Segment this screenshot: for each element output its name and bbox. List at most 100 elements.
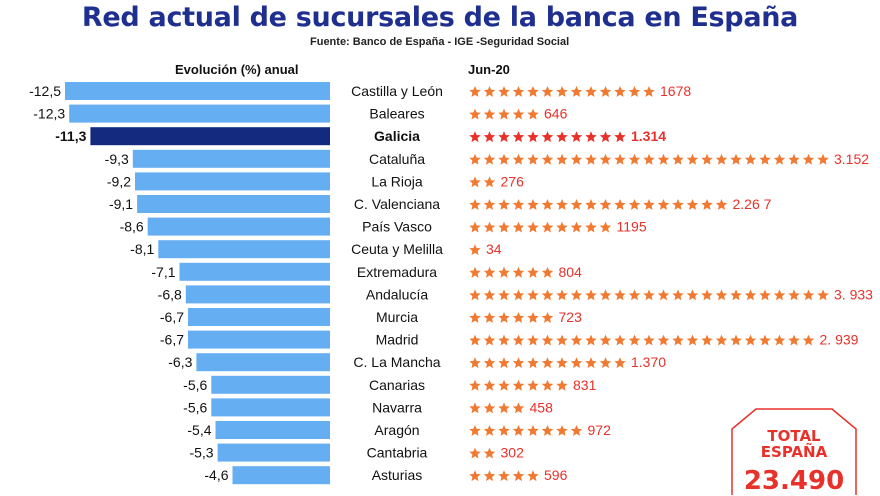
branch-star-icon <box>628 86 641 97</box>
bar-murcia <box>188 308 330 326</box>
chart-source: Fuente: Banco de España - IGE -Seguridad… <box>310 36 570 48</box>
branch-star-icon <box>512 334 525 346</box>
branch-count-label: 3.152 <box>834 151 869 167</box>
branch-star-icon <box>744 289 757 301</box>
bar-value-label: -9,1 <box>109 196 133 212</box>
branch-count-label: 2.26 7 <box>733 196 772 212</box>
branch-star-icon <box>715 199 728 210</box>
branch-star-icon <box>570 357 583 369</box>
total-title-line1: TOTAL <box>767 427 821 445</box>
branch-star-icon <box>483 131 496 143</box>
branch-star-icon <box>483 334 496 346</box>
bar-navarra <box>211 398 330 417</box>
bar-castilla-y-le-n <box>65 82 330 100</box>
branch-star-icon <box>599 131 612 143</box>
branch-star-icon <box>773 153 786 165</box>
branch-star-icon <box>541 199 554 210</box>
branch-count-label: 276 <box>501 173 525 189</box>
branch-star-icon <box>483 289 496 301</box>
branch-star-icon <box>498 312 510 323</box>
branch-star-icon <box>802 334 815 346</box>
branch-star-icon <box>469 131 481 143</box>
branch-star-icon <box>657 199 670 210</box>
bar-pa-s-vasco <box>147 217 330 236</box>
branch-star-icon <box>701 289 713 301</box>
branch-star-icon <box>628 334 641 346</box>
bar-c-la-mancha <box>196 353 330 372</box>
branch-count-label: 1.314 <box>631 128 666 144</box>
branch-count-label: 302 <box>501 445 525 461</box>
branch-star-icon <box>512 425 525 436</box>
region-label: Cantabria <box>367 445 428 461</box>
branch-star-icon <box>512 357 525 369</box>
branch-star-icon <box>759 153 771 165</box>
branch-star-icon <box>686 153 699 165</box>
branch-star-icon <box>802 289 815 301</box>
bar-baleares <box>69 104 330 123</box>
branch-star-icon <box>469 312 481 323</box>
bar-value-label: -5,6 <box>183 377 207 393</box>
branch-star-icon <box>498 470 510 482</box>
branch-star-icon <box>556 357 568 369</box>
branch-star-icon <box>744 334 757 346</box>
branch-star-icon <box>628 199 641 210</box>
bar-value-label: -5,6 <box>183 399 207 415</box>
bar-c-valenciana <box>137 195 330 213</box>
branch-star-icon <box>483 199 496 210</box>
branch-count-label: 458 <box>530 399 554 415</box>
branch-star-icon <box>527 266 539 278</box>
branch-star-icon <box>512 221 525 233</box>
branch-star-icon <box>498 334 510 346</box>
branch-star-icon <box>483 379 496 391</box>
branch-star-icon <box>483 402 496 414</box>
branch-star-icon <box>599 86 612 97</box>
branch-star-icon <box>527 379 539 391</box>
branch-star-icon <box>773 289 786 301</box>
chart-title: Red actual de sucursales de la banca en … <box>81 2 799 33</box>
bar-value-label: -5,4 <box>187 422 211 438</box>
branch-star-icon <box>570 153 583 165</box>
branch-star-icon <box>556 425 568 436</box>
branch-star-icon <box>469 334 481 346</box>
branch-star-icon <box>759 289 771 301</box>
branch-star-icon <box>512 312 525 323</box>
bar-value-label: -5,3 <box>189 445 213 461</box>
branch-star-icon <box>672 289 684 301</box>
branch-star-icon <box>527 312 539 323</box>
bar-extremadura <box>179 262 330 281</box>
branch-star-icon <box>628 289 641 301</box>
branch-star-icon <box>527 470 539 482</box>
branch-star-icon <box>599 289 612 301</box>
branch-star-icon <box>541 86 554 97</box>
branch-star-icon <box>570 199 583 210</box>
branch-star-icon <box>541 289 554 301</box>
branch-star-icon <box>614 131 626 143</box>
region-label: Madrid <box>376 332 419 348</box>
bar-cantabria <box>217 443 330 462</box>
branch-star-icon <box>483 357 496 369</box>
branch-star-icon <box>469 470 481 482</box>
branch-star-icon <box>614 357 626 369</box>
branch-star-icon <box>541 379 554 391</box>
branch-star-icon <box>556 221 568 233</box>
branch-star-icon <box>599 153 612 165</box>
branch-star-icon <box>730 153 742 165</box>
branch-star-icon <box>614 289 626 301</box>
bar-value-label: -12,5 <box>29 83 61 99</box>
branch-count-label: 3. 933 <box>834 286 873 302</box>
bar-asturias <box>232 466 330 485</box>
branch-count-label: 723 <box>559 309 583 325</box>
branch-star-icon <box>817 153 829 165</box>
branch-star-icon <box>469 402 481 414</box>
bar-value-label: -11,3 <box>55 128 86 144</box>
branch-star-icon <box>585 221 597 233</box>
bar-value-label: -6,8 <box>158 286 182 302</box>
branch-star-icon <box>512 402 525 414</box>
branch-star-icon <box>614 153 626 165</box>
bar-value-label: -6,3 <box>168 354 192 370</box>
branch-count-label: 804 <box>559 264 583 280</box>
region-label: Murcia <box>376 309 418 325</box>
branch-count-label: 1678 <box>660 83 691 99</box>
branch-star-icon <box>570 334 583 346</box>
branch-star-icon <box>469 289 481 301</box>
